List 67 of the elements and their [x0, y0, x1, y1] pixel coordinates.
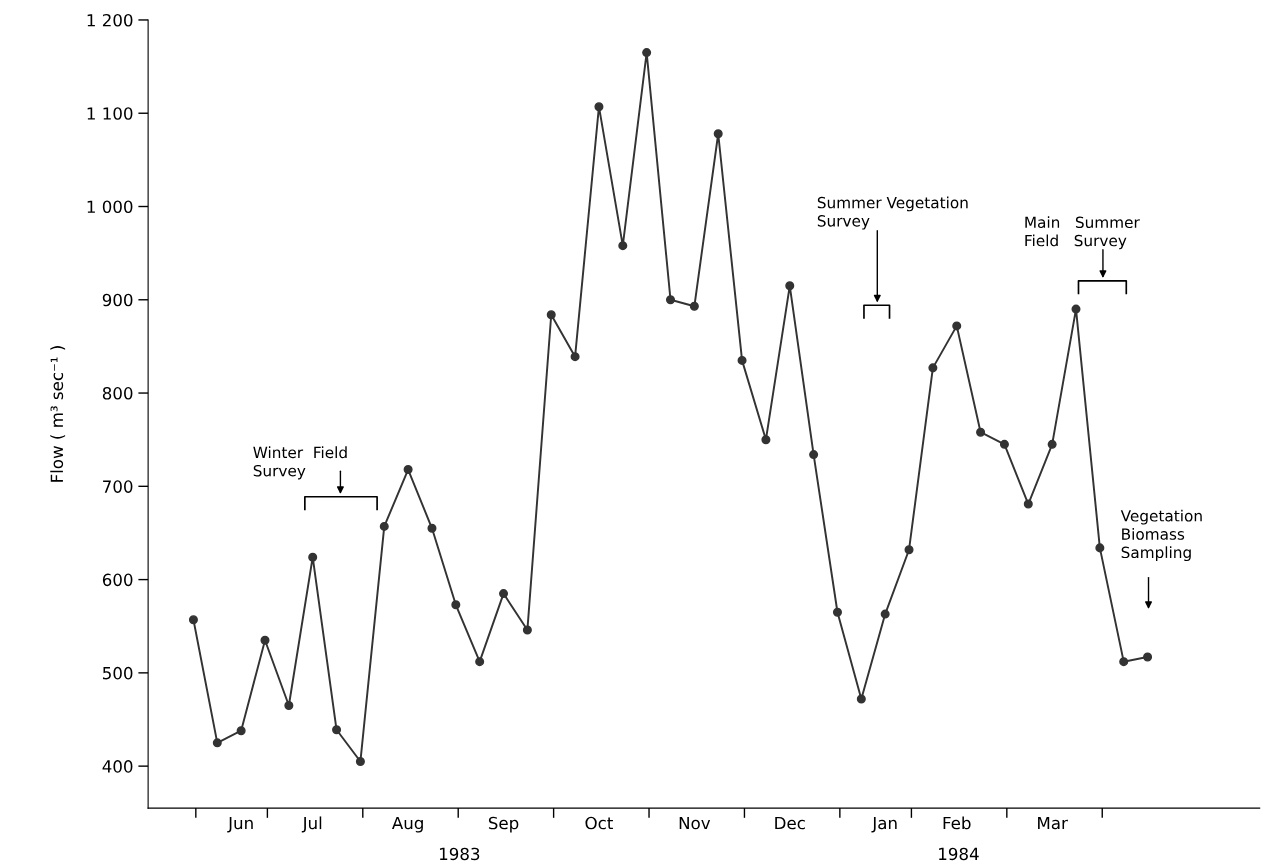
point: [928, 363, 938, 373]
y-axis-title: Flow ( m³ sec⁻¹ ): [50, 346, 66, 482]
point: [689, 301, 699, 311]
x-tick-label: Jun: [227, 816, 253, 833]
point: [1119, 657, 1129, 667]
x-tick-label: Mar: [1038, 816, 1068, 830]
x-tick-label: Dec: [775, 816, 805, 830]
x-tick-label: Sep: [488, 816, 519, 833]
annotation: Vegetation Biomass Sampling: [1120, 509, 1202, 562]
point: [570, 352, 580, 362]
point: [665, 295, 676, 305]
point: [856, 694, 866, 704]
point: [379, 521, 389, 531]
annotation: Main Summer Field Survey: [1025, 216, 1140, 250]
x-tick-label: Jan: [871, 816, 897, 833]
point: [236, 726, 246, 736]
point: [976, 427, 986, 437]
point: [904, 545, 914, 555]
x-tick-label: Oct: [585, 816, 613, 830]
point: [618, 241, 628, 251]
point: [952, 321, 962, 331]
annotation: Winter Field Survey: [253, 446, 347, 480]
point: [403, 465, 413, 475]
point: [188, 615, 198, 625]
annotation: Summer Vegetation Survey: [817, 196, 968, 230]
point: [1023, 499, 1033, 509]
point: [999, 439, 1009, 449]
point: [546, 310, 556, 320]
text: 1984: [939, 847, 979, 861]
point: [642, 48, 652, 58]
point: [809, 450, 819, 460]
point: [499, 589, 509, 599]
point: [1071, 304, 1081, 314]
point: [308, 552, 318, 562]
point: [761, 435, 771, 445]
point: [427, 523, 437, 533]
text: 1983: [439, 847, 480, 861]
y-tick-label: 1 000: [87, 200, 133, 214]
point: [451, 600, 461, 610]
point: [1095, 543, 1105, 553]
point: [284, 700, 294, 711]
x-tick-label: Nov: [679, 816, 711, 830]
point: [785, 281, 795, 291]
point: [832, 607, 842, 617]
y-tick-label: 500: [103, 666, 133, 680]
point: [355, 756, 365, 766]
y-tick-label: 1 200: [87, 13, 133, 27]
y-tick-label: 600: [102, 573, 133, 587]
point: [475, 657, 485, 667]
x-tick-label: Aug: [391, 816, 423, 833]
y-tick-label: 700: [103, 480, 133, 493]
point: [1143, 652, 1153, 662]
point: [522, 625, 532, 635]
point: [737, 355, 747, 365]
point: [880, 609, 890, 619]
x-tick-label: Feb: [943, 816, 971, 830]
x-tick-label: Jul: [301, 816, 322, 833]
point: [594, 102, 604, 112]
y-tick-label: 1 100: [87, 107, 133, 120]
y-tick-label: 900: [102, 293, 133, 307]
point: [212, 738, 222, 748]
point: [1047, 439, 1057, 449]
point: [713, 129, 723, 139]
point: [260, 635, 270, 645]
y-tick-label: 400: [102, 760, 133, 773]
y-tick-label: 800: [102, 387, 133, 400]
point: [332, 725, 342, 735]
